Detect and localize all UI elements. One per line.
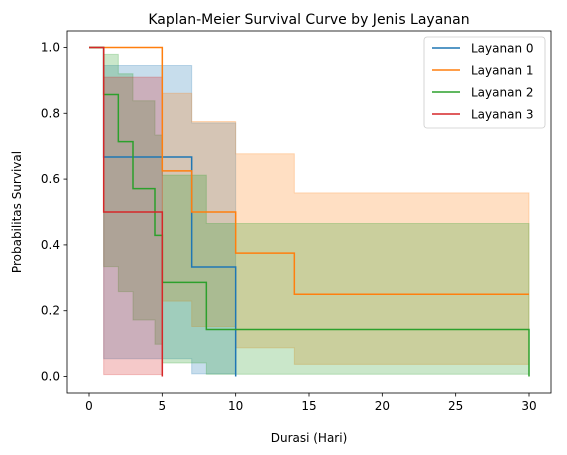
x-tick-label: 15 bbox=[301, 399, 316, 413]
survival-line-layanan-3 bbox=[89, 46, 164, 377]
legend-label-layanan-0: Layanan 0 bbox=[471, 42, 534, 56]
x-tick-label: 25 bbox=[448, 399, 463, 413]
y-tick-label: 0.8 bbox=[41, 106, 60, 120]
legend-label-layanan-2: Layanan 2 bbox=[471, 86, 534, 100]
x-tick-label: 20 bbox=[375, 399, 390, 413]
y-axis-label: Probabilitas Survival bbox=[10, 151, 24, 273]
y-tick-label: 1.0 bbox=[41, 40, 60, 54]
survival-line-layanan-1 bbox=[89, 46, 529, 296]
survival-lines bbox=[89, 46, 530, 377]
x-tick-label: 30 bbox=[521, 399, 536, 413]
y-tick-label: 0.6 bbox=[41, 172, 60, 186]
y-tick-label: 0.2 bbox=[41, 304, 60, 318]
y-tick-label: 0.0 bbox=[41, 370, 60, 384]
ci-band-layanan-2 bbox=[89, 46, 530, 375]
legend-label-layanan-3: Layanan 3 bbox=[471, 108, 534, 122]
y-axis: 0.0 0.2 0.4 0.6 0.8 1.0 bbox=[41, 40, 67, 384]
x-axis: 0 5 10 15 20 25 30 bbox=[85, 393, 537, 413]
ci-band-layanan-1 bbox=[89, 46, 530, 365]
legend-label-layanan-1: Layanan 1 bbox=[471, 64, 534, 78]
legend: Layanan 0 Layanan 1 Layanan 2 Layanan 3 bbox=[423, 36, 546, 129]
x-tick-label: 10 bbox=[228, 399, 243, 413]
x-axis-label: Durasi (Hari) bbox=[271, 431, 348, 445]
chart-title: Kaplan-Meier Survival Curve by Jenis Lay… bbox=[148, 12, 469, 28]
survival-line-layanan-2 bbox=[89, 46, 530, 377]
legend-box bbox=[423, 36, 546, 129]
x-tick-label: 5 bbox=[159, 399, 167, 413]
x-tick-label: 0 bbox=[85, 399, 93, 413]
y-tick-label: 0.4 bbox=[41, 238, 60, 252]
